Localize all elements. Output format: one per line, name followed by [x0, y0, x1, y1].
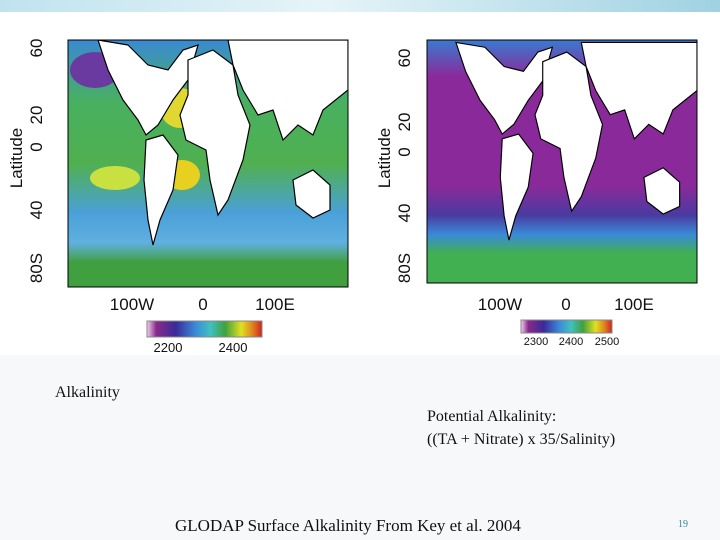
caption: Potential Alkalinity:	[427, 408, 556, 425]
lat-tick: 40	[395, 204, 414, 223]
slide-number: 19	[678, 519, 688, 530]
lon-tick: 100W	[478, 295, 522, 314]
footer-caption: GLODAP Surface Alkalinity From Key et al…	[175, 516, 521, 535]
lon-tick: 0	[561, 295, 570, 314]
lat-tick: 80S	[395, 253, 414, 283]
map-right: Latitude 60 20 0 40 80S 100W 0 100E 2300…	[375, 39, 698, 348]
lat-tick: 60	[395, 49, 414, 68]
colorbar-tick: 2400	[559, 336, 583, 348]
header-band	[0, 0, 720, 12]
colorbar	[146, 320, 263, 338]
lon-tick: 100E	[614, 295, 654, 314]
lon-tick: 100E	[255, 295, 295, 314]
lon-tick: 100W	[110, 295, 154, 314]
lat-tick: 40	[27, 201, 46, 220]
lon-tick: 0	[198, 295, 207, 314]
lat-tick: 0	[395, 147, 414, 156]
lat-tick: 0	[27, 142, 46, 151]
colorbar-tick: 2500	[595, 336, 619, 348]
caption: ((TA + Nitrate) x 35/Salinity)	[427, 431, 615, 448]
colorbar-tick: 2400	[219, 340, 248, 355]
y-axis-label: Latitude	[7, 128, 26, 189]
lat-tick: 20	[395, 113, 414, 132]
caption-area	[0, 355, 720, 540]
lat-tick: 80S	[27, 253, 46, 283]
colorbar-tick: 2200	[154, 340, 183, 355]
caption: Alkalinity	[55, 384, 120, 401]
lat-tick: 60	[27, 39, 46, 58]
map-left: Latitude 60 20 0 40 80S 100W 0 100E 2200…	[7, 39, 349, 355]
lat-tick: 20	[27, 106, 46, 125]
colorbar-tick: 2300	[524, 336, 548, 348]
colorbar	[520, 319, 613, 334]
map-highlight	[90, 166, 140, 190]
y-axis-label: Latitude	[375, 128, 394, 189]
